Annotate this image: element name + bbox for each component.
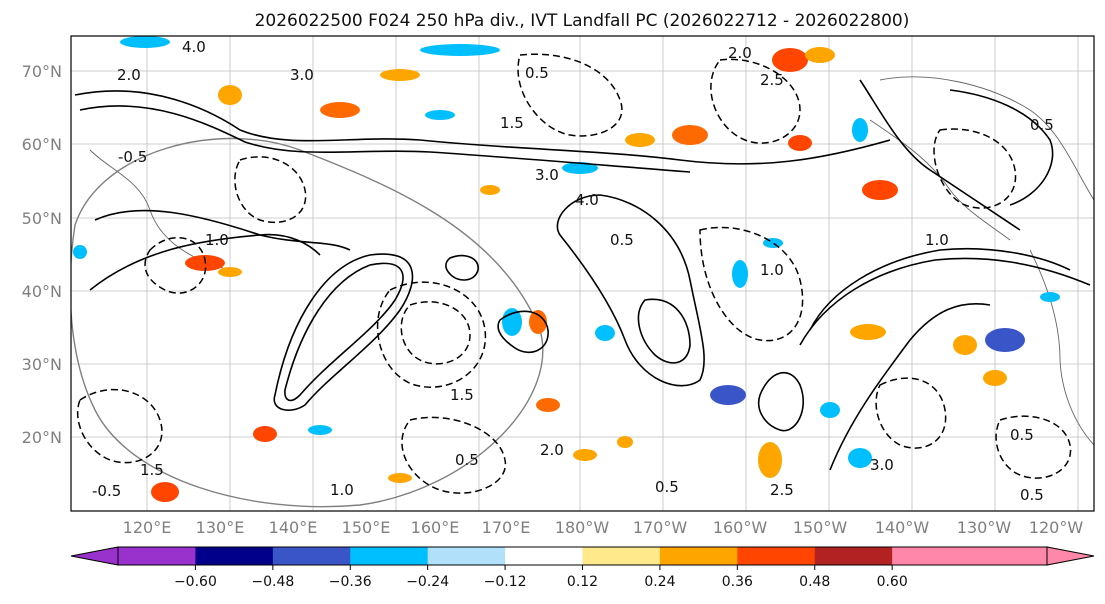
lat-tick-label: 60°N <box>22 135 62 154</box>
contour-label: 3.0 <box>290 66 314 84</box>
contour-label: 1.0 <box>330 481 354 499</box>
lat-axis: 70°N 60°N 50°N 40°N 30°N 20°N <box>22 62 62 447</box>
lon-tick-label: 130°E <box>196 518 245 537</box>
contour-label: 2.5 <box>760 71 784 89</box>
contour-label: 0.5 <box>1020 486 1044 504</box>
contour-label: 1.0 <box>925 231 949 249</box>
colorbar-segment <box>427 547 506 565</box>
lon-axis: 120°E 130°E 140°E 150°E 160°E 170°E 180°… <box>123 518 1084 537</box>
colorbar-tick-label: 0.60 <box>877 574 908 590</box>
lat-tick-label: 40°N <box>22 282 62 301</box>
lon-tick-label: 130°W <box>957 518 1012 537</box>
chart-title: 2026022500 F024 250 hPa div., IVT Landfa… <box>255 11 910 31</box>
lon-tick-label: 150°E <box>342 518 391 537</box>
dashed-contours <box>76 53 1072 494</box>
colorbar-segment <box>505 547 583 565</box>
colorbar-tick-label: 0.24 <box>644 574 675 590</box>
lon-tick-label: 180°W <box>555 518 610 537</box>
lon-tick-label: 150°W <box>793 518 848 537</box>
colorbar: −0.60 −0.48 −0.36 −0.24 −0.12 0.12 0.24 0.36 0.4… <box>70 546 1095 590</box>
lon-tick-label: 160°W <box>713 518 768 537</box>
contour-label: 4.0 <box>182 38 206 56</box>
colorbar-tick-label: 0.12 <box>567 574 598 590</box>
colorbar-over-arrow <box>1046 546 1095 566</box>
contour-label: 2.0 <box>728 44 752 62</box>
colorbar-segment <box>892 547 971 565</box>
lon-tick-label: 160°E <box>411 518 460 537</box>
contour-label: 1.5 <box>500 114 524 132</box>
contour-label: -0.5 <box>118 148 147 166</box>
lat-tick-label: 20°N <box>22 428 62 447</box>
contour-label: 1.5 <box>140 461 164 479</box>
map-panel: 4.0 2.0 3.0 0.5 -0.5 1.0 1.5 3.0 4.0 0.5… <box>70 35 1095 512</box>
colorbar-segment <box>814 547 893 565</box>
colorbar-tick-label: 0.48 <box>799 574 830 590</box>
lat-tick-label: 30°N <box>22 355 62 374</box>
contour-label: 2.0 <box>540 441 564 459</box>
lon-tick-label: 140°E <box>269 518 318 537</box>
contour-label: 0.5 <box>655 478 679 496</box>
colorbar-segment <box>737 547 816 565</box>
colorbar-segment <box>659 547 738 565</box>
lon-tick-label: 120°E <box>123 518 172 537</box>
graticule <box>71 36 1094 511</box>
map-frame <box>70 35 1095 512</box>
contour-label: 0.5 <box>455 451 479 469</box>
contour-label: 1.0 <box>205 231 229 249</box>
range-circle <box>71 137 544 508</box>
colorbar-tick-label: −0.12 <box>484 574 527 590</box>
colorbar-segment <box>969 547 1048 565</box>
lon-tick-label: 140°W <box>875 518 930 537</box>
colorbar-segment <box>195 547 274 565</box>
contour-label: 0.5 <box>1030 116 1054 134</box>
contour-label: 2.0 <box>117 66 141 84</box>
lon-tick-label: 170°E <box>482 518 531 537</box>
colorbar-segment <box>350 547 429 565</box>
contour-label: 4.0 <box>575 191 599 209</box>
colorbar-under-arrow <box>70 546 119 566</box>
contour-label: 1.5 <box>450 386 474 404</box>
contour-labels: 4.0 2.0 3.0 0.5 -0.5 1.0 1.5 3.0 4.0 0.5… <box>92 38 1054 504</box>
lat-tick-label: 70°N <box>22 62 62 81</box>
colorbar-tick-label: 0.36 <box>722 574 753 590</box>
contour-label: -0.5 <box>92 482 121 500</box>
lon-tick-label: 120°W <box>1029 518 1084 537</box>
contour-label: 0.5 <box>610 231 634 249</box>
contour-label: 0.5 <box>525 64 549 82</box>
contour-label: 3.0 <box>535 166 559 184</box>
map-background <box>71 36 1094 511</box>
lon-tick-label: 170°W <box>633 518 688 537</box>
solid-contours <box>74 79 1091 471</box>
contour-label: 2.5 <box>770 481 794 499</box>
colorbar-tick-label: −0.48 <box>251 574 294 590</box>
colorbar-tick-label: −0.24 <box>406 574 449 590</box>
colorbar-segment <box>582 547 661 565</box>
contour-label: 3.0 <box>870 456 894 474</box>
lat-tick-label: 50°N <box>22 209 62 228</box>
shaded-fields <box>73 36 1060 502</box>
colorbar-tick-label: −0.36 <box>329 574 372 590</box>
contour-label: 0.5 <box>1010 426 1034 444</box>
colorbar-segment <box>118 547 196 565</box>
contour-label: 1.0 <box>760 261 784 279</box>
colorbar-tick-label: −0.60 <box>174 574 217 590</box>
colorbar-segment <box>272 547 351 565</box>
